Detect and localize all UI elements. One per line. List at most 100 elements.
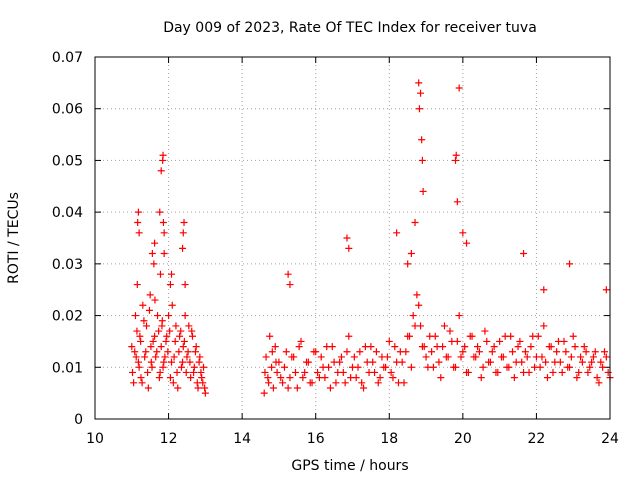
- data-point: [389, 374, 397, 382]
- data-point: [137, 374, 145, 382]
- data-point: [130, 379, 138, 387]
- data-point: [358, 379, 366, 387]
- data-point: [145, 306, 153, 314]
- data-point: [295, 343, 303, 351]
- data-point: [299, 374, 307, 382]
- data-point: [341, 379, 349, 387]
- data-point: [184, 348, 192, 356]
- data-point: [332, 379, 340, 387]
- data-point: [369, 358, 377, 366]
- data-point: [437, 374, 445, 382]
- data-point: [129, 368, 137, 376]
- data-point: [549, 368, 557, 376]
- data-point: [477, 374, 485, 382]
- data-point: [413, 291, 421, 299]
- data-point: [165, 312, 173, 320]
- data-point: [134, 208, 142, 216]
- data-point: [306, 379, 314, 387]
- data-point: [286, 281, 294, 289]
- data-point: [380, 363, 388, 371]
- data-point: [339, 368, 347, 376]
- data-point: [192, 343, 200, 351]
- data-point: [181, 281, 189, 289]
- data-point: [383, 353, 391, 361]
- data-point: [520, 250, 528, 258]
- data-point: [156, 270, 164, 278]
- data-point: [343, 234, 351, 242]
- data-point: [325, 363, 333, 371]
- data-point: [343, 348, 351, 356]
- data-point: [179, 244, 187, 252]
- data-point: [260, 389, 268, 397]
- data-point: [147, 358, 155, 366]
- data-point: [195, 358, 203, 366]
- data-point: [446, 327, 454, 335]
- x-tick-label: 18: [380, 431, 398, 447]
- data-point: [147, 343, 155, 351]
- data-point: [483, 337, 491, 345]
- y-tick-label: 0.04: [52, 205, 83, 221]
- data-point: [159, 218, 167, 226]
- y-tick-label: 0: [74, 412, 83, 428]
- data-point: [191, 348, 199, 356]
- data-point: [261, 368, 269, 376]
- data-point: [272, 358, 280, 366]
- data-point: [185, 322, 193, 330]
- x-tick-label: 24: [601, 431, 619, 447]
- data-point: [564, 363, 572, 371]
- data-point: [523, 353, 531, 361]
- data-point: [599, 363, 607, 371]
- data-point: [164, 348, 172, 356]
- data-point: [201, 384, 209, 392]
- data-point: [475, 348, 483, 356]
- data-point: [472, 353, 480, 361]
- data-point: [505, 363, 513, 371]
- data-point: [336, 358, 344, 366]
- data-point: [345, 244, 353, 252]
- data-point: [156, 208, 164, 216]
- data-point: [481, 327, 489, 335]
- data-point: [141, 353, 149, 361]
- x-axis-label: GPS time / hours: [291, 458, 408, 474]
- data-point: [168, 301, 176, 309]
- data-point: [337, 353, 345, 361]
- data-point: [600, 348, 608, 356]
- data-point: [321, 374, 329, 382]
- data-point: [170, 353, 178, 361]
- data-point: [569, 332, 577, 340]
- data-point: [602, 353, 610, 361]
- data-point: [464, 368, 472, 376]
- data-point: [156, 368, 164, 376]
- data-point: [279, 379, 287, 387]
- data-point: [314, 368, 322, 376]
- data-point: [580, 343, 588, 351]
- data-point: [589, 353, 597, 361]
- data-point: [486, 358, 494, 366]
- data-point: [196, 353, 204, 361]
- data-point: [153, 348, 161, 356]
- data-point: [512, 358, 520, 366]
- data-point: [398, 358, 406, 366]
- data-point: [531, 363, 539, 371]
- data-point: [510, 374, 518, 382]
- data-point: [459, 229, 467, 237]
- data-point: [455, 312, 463, 320]
- data-point: [326, 384, 334, 392]
- data-point: [452, 151, 460, 159]
- data-point: [154, 312, 162, 320]
- data-point: [171, 337, 179, 345]
- data-point: [463, 239, 471, 247]
- data-point: [180, 337, 188, 345]
- data-point: [560, 337, 568, 345]
- data-point: [197, 368, 205, 376]
- data-point: [556, 358, 564, 366]
- data-point: [591, 348, 599, 356]
- data-point: [262, 353, 270, 361]
- data-point: [157, 167, 165, 175]
- data-point: [402, 348, 410, 356]
- data-point: [409, 312, 417, 320]
- data-point: [149, 337, 157, 345]
- data-point: [520, 368, 528, 376]
- data-point: [440, 322, 448, 330]
